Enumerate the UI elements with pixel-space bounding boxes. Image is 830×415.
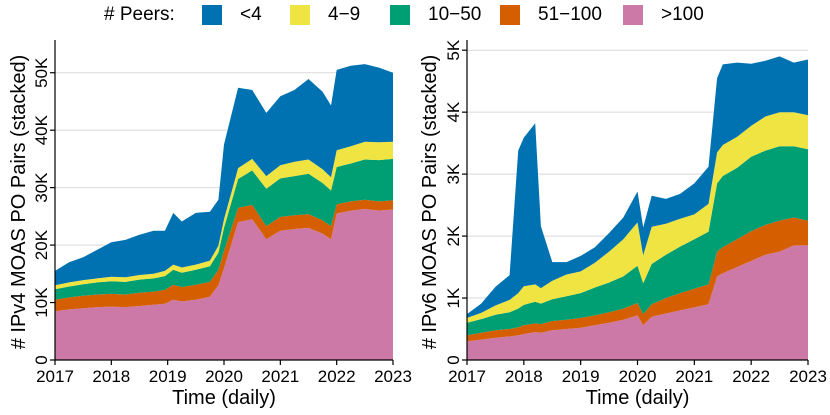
legend-title: # Peers: (104, 4, 175, 25)
ipv4-x-tick-label-3: 2020 (205, 367, 243, 386)
ipv6-y-axis-title: # IPv6 MOAS PO Pairs (stacked) (419, 55, 441, 350)
ipv4-area-series-1 (55, 199, 393, 312)
legend-swatch-lt4 (202, 5, 222, 25)
ipv6-area-series-4 (467, 56, 808, 318)
ipv4-x-tick-label-0: 2017 (36, 367, 74, 386)
ipv6-x-tick-label-4: 2021 (675, 367, 713, 386)
legend-label-gt100: >100 (661, 4, 704, 25)
ipv6-area-series-1 (467, 217, 808, 342)
ipv4-x-tick-label-2: 2019 (149, 367, 187, 386)
ipv6-x-tick-label-0: 2017 (448, 367, 486, 386)
legend-swatch-4-9 (290, 5, 310, 25)
ipv4-moas-chart: 0 10K 20K 30K 40K 50K 2017 2018 2019 2020 2021 2022… (8, 40, 412, 409)
ipv4-area-series-4 (55, 64, 393, 286)
ipv6-x-tick-label-5: 2022 (732, 367, 770, 386)
ipv6-x-tick-label-1: 2018 (505, 367, 543, 386)
ipv4-x-tick-label-4: 2021 (261, 367, 299, 386)
ipv4-y-tick-label-0: 0 (32, 355, 51, 364)
ipv6-y-tick-label-4: 4K (444, 101, 463, 122)
ipv4-y-axis-title: # IPv4 MOAS PO Pairs (stacked) (8, 55, 30, 350)
legend-swatch-10-50 (390, 5, 410, 25)
ipv4-x-tick-label-1: 2018 (92, 367, 130, 386)
ipv6-x-tick-label-3: 2020 (619, 367, 657, 386)
ipv4-y-tick-label-4: 40K (32, 114, 51, 145)
ipv4-area-series-2 (55, 158, 393, 300)
legend-label-lt4: <4 (240, 4, 262, 25)
ipv4-x-axis-title: Time (daily) (172, 387, 276, 409)
ipv6-area-series-0 (467, 245, 808, 360)
ipv6-moas-chart: 0 1K 2K 3K 4K 5K 2017 2018 2019 2020 2021 2022 2023 T… (419, 39, 827, 409)
ipv4-x-tick-label-6: 2023 (374, 367, 412, 386)
ipv4-y-tick-label-1: 10K (32, 287, 51, 318)
ipv4-area-series-3 (55, 141, 393, 290)
ipv6-y-tick-label-2: 2K (444, 225, 463, 246)
ipv6-y-tick-label-0: 0 (444, 355, 463, 364)
ipv4-x-tick-label-5: 2022 (318, 367, 356, 386)
ipv6-area-series-2 (467, 146, 808, 336)
ipv4-y-tick-label-3: 30K (32, 172, 51, 203)
ipv6-x-axis-title: Time (daily) (586, 387, 690, 409)
ipv6-y-tick-label-3: 3K (444, 163, 463, 184)
legend-label-51-100: 51−100 (538, 4, 602, 25)
ipv6-y-tick-label-1: 1K (444, 287, 463, 308)
legend-swatch-gt100 (623, 5, 643, 25)
legend-label-10-50: 10−50 (428, 4, 482, 25)
ipv6-x-tick-label-6: 2023 (789, 367, 827, 386)
ipv4-area-series-0 (55, 208, 393, 360)
ipv4-y-tick-label-2: 20K (32, 229, 51, 260)
ipv6-y-tick-label-5: 5K (444, 39, 463, 60)
ipv4-y-tick-label-5: 50K (32, 57, 51, 88)
legend-swatch-51-100 (500, 5, 520, 25)
legend-label-4-9: 4−9 (328, 4, 361, 25)
chart-legend: # Peers: <4 4−9 10−50 51−100 >100 (0, 0, 830, 34)
ipv6-area-series-3 (467, 112, 808, 323)
ipv6-x-tick-label-2: 2019 (562, 367, 600, 386)
